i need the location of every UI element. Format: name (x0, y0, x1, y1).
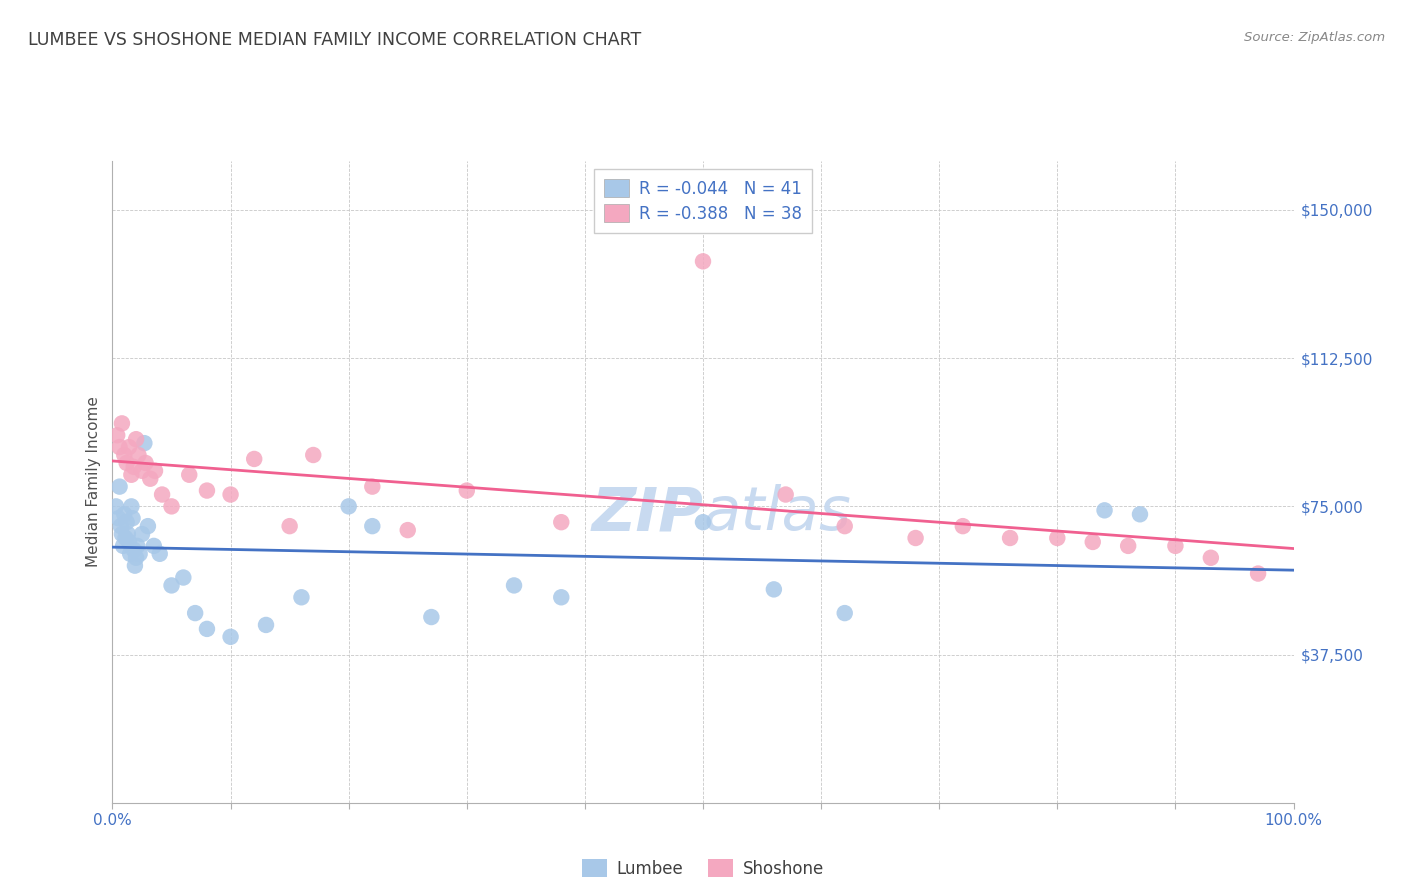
Point (692, 254, 714, 268)
Point (396, 523, 419, 537)
Text: atlas: atlas (703, 484, 851, 543)
Point (550, 591, 572, 605)
Point (243, 452, 266, 467)
Point (904, 531, 927, 545)
Point (1094, 503, 1116, 517)
Point (1046, 531, 1069, 545)
Point (361, 480, 384, 494)
Legend: Lumbee, Shoshone: Lumbee, Shoshone (575, 853, 831, 884)
Point (998, 531, 1021, 545)
Point (278, 519, 301, 533)
Point (125, 550, 148, 565)
Point (105, 428, 128, 442)
Y-axis label: Median Family Income: Median Family Income (86, 396, 101, 567)
Point (337, 500, 360, 514)
Point (120, 467, 142, 482)
Text: Source: ZipAtlas.com: Source: ZipAtlas.com (1244, 31, 1385, 45)
Point (692, 515, 714, 529)
Point (1129, 508, 1152, 522)
Point (1081, 535, 1104, 549)
Point (131, 527, 153, 541)
Point (149, 547, 172, 561)
Point (107, 511, 129, 525)
Point (122, 542, 145, 557)
Point (134, 436, 156, 450)
Point (131, 464, 153, 478)
Point (120, 547, 142, 561)
Point (108, 480, 131, 494)
Point (111, 417, 134, 431)
Point (120, 500, 142, 514)
Point (1116, 539, 1139, 553)
Point (127, 448, 149, 462)
Point (503, 578, 526, 592)
Point (124, 558, 146, 573)
Point (127, 539, 149, 553)
Point (118, 535, 141, 549)
Point (128, 547, 150, 561)
Point (219, 630, 242, 644)
Point (302, 448, 325, 462)
Point (172, 570, 194, 584)
Point (118, 440, 141, 454)
Point (834, 606, 856, 620)
Point (195, 483, 218, 498)
Point (1164, 539, 1187, 553)
Point (105, 500, 128, 514)
Point (110, 519, 132, 533)
Point (184, 606, 207, 620)
Point (125, 432, 148, 446)
Point (420, 610, 443, 624)
Point (111, 527, 134, 541)
Point (108, 440, 131, 454)
Point (117, 527, 139, 541)
Point (112, 508, 135, 522)
Point (114, 531, 136, 545)
Point (136, 519, 159, 533)
Point (179, 467, 201, 482)
Point (115, 456, 138, 470)
Point (160, 578, 183, 592)
Point (550, 515, 572, 529)
Point (195, 622, 218, 636)
Point (115, 515, 138, 529)
Point (361, 519, 384, 533)
Point (150, 487, 173, 501)
Point (952, 519, 974, 533)
Point (1199, 550, 1222, 565)
Point (112, 448, 135, 462)
Point (121, 511, 143, 525)
Point (775, 487, 797, 501)
Point (762, 582, 785, 597)
Point (160, 500, 183, 514)
Point (219, 487, 242, 501)
Point (122, 459, 145, 474)
Point (290, 591, 312, 605)
Point (142, 539, 165, 553)
Point (135, 456, 157, 470)
Text: ZIP: ZIP (591, 484, 703, 543)
Point (139, 472, 162, 486)
Point (1247, 566, 1270, 581)
Point (112, 539, 135, 553)
Point (143, 464, 166, 478)
Point (456, 483, 478, 498)
Text: LUMBEE VS SHOSHONE MEDIAN FAMILY INCOME CORRELATION CHART: LUMBEE VS SHOSHONE MEDIAN FAMILY INCOME … (28, 31, 641, 49)
Point (254, 618, 277, 632)
Point (834, 519, 856, 533)
